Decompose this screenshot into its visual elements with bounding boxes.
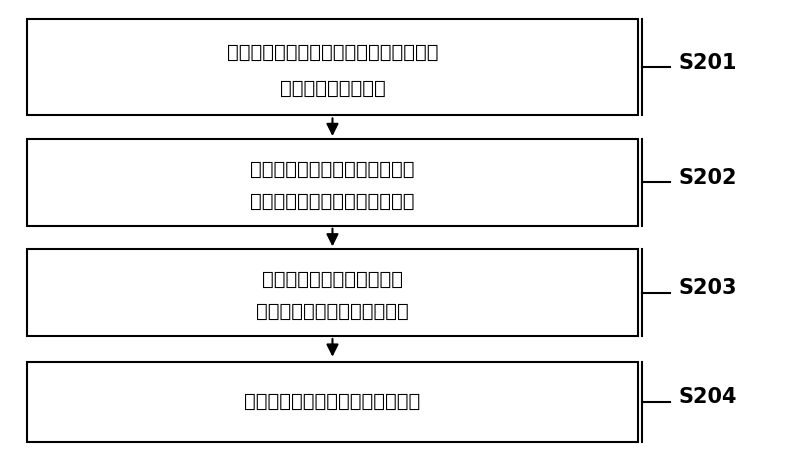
Text: S202: S202 — [678, 168, 737, 188]
Text: S204: S204 — [678, 387, 737, 407]
Bar — [26, 362, 638, 442]
Bar — [26, 139, 638, 226]
Text: 提供半导体衬底，并在所述半导体衬底上: 提供半导体衬底，并在所述半导体衬底上 — [226, 43, 438, 62]
Text: 并在所述沟槽侧壁形成内侧墙: 并在所述沟槽侧壁形成内侧墙 — [256, 302, 409, 321]
Text: 形成图案化的掩膜层: 形成图案化的掩膜层 — [279, 79, 386, 98]
Text: 在所述沟槽中形成锶掺杂确外延层: 在所述沟槽中形成锶掺杂确外延层 — [244, 392, 421, 411]
Bar — [26, 249, 638, 336]
Text: 移除所述图案化的掩膜层，: 移除所述图案化的掩膜层， — [262, 270, 403, 289]
Text: S201: S201 — [678, 53, 737, 73]
Text: 刻蚀所述半导体衬底以形成沟槽: 刻蚀所述半导体衬底以形成沟槽 — [250, 192, 414, 211]
Bar — [26, 19, 638, 115]
Text: S203: S203 — [678, 278, 737, 298]
Text: 以所述图案化的掩膜层为掩膜，: 以所述图案化的掩膜层为掩膜， — [250, 160, 414, 179]
